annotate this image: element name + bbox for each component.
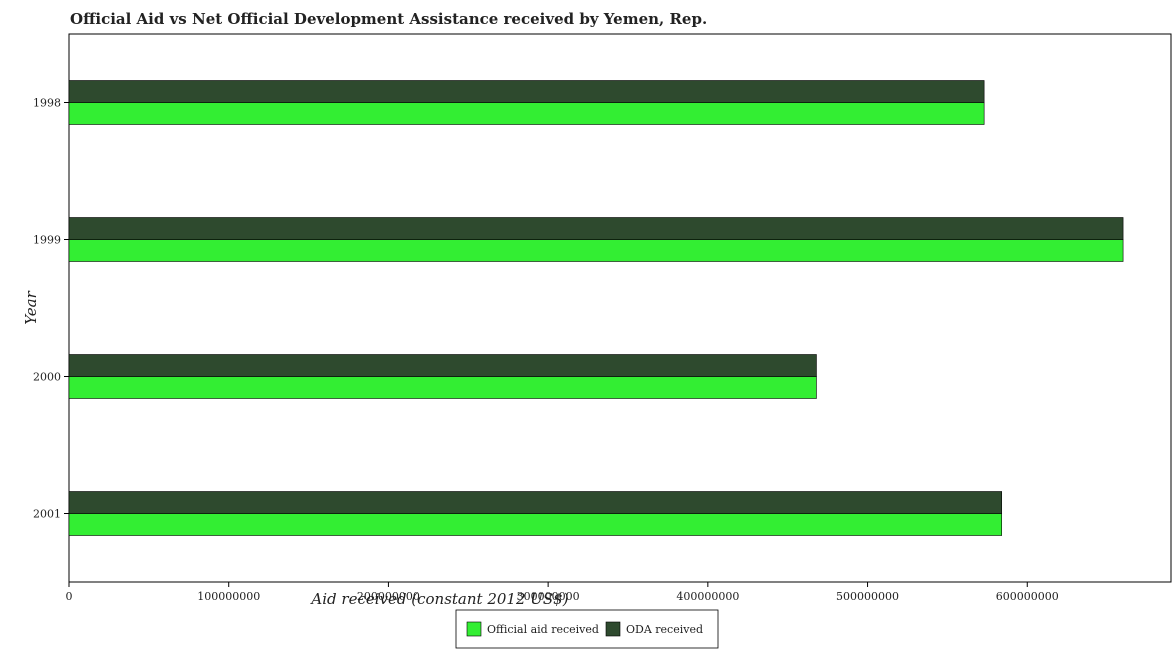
x-tick-label: 400000000 xyxy=(676,590,739,603)
bar-oda-1999 xyxy=(68,217,1124,240)
y-tick-label: 2001 xyxy=(33,508,61,521)
x-tick-label: 500000000 xyxy=(836,590,899,603)
bar-oda-2001 xyxy=(68,491,1003,514)
y-tick-label: 1998 xyxy=(33,97,61,110)
x-axis-label: Aid received (constant 2012 US$) xyxy=(309,590,568,608)
bar-official-aid-2000 xyxy=(68,376,817,399)
y-tick-label: 2000 xyxy=(33,371,61,384)
x-tick-label: 0 xyxy=(66,590,73,603)
bar-official-aid-1999 xyxy=(68,239,1124,262)
x-tick-label: 100000000 xyxy=(197,590,260,603)
bar-oda-1998 xyxy=(68,80,985,103)
legend-swatch-official-aid xyxy=(466,621,482,637)
legend-label-official-aid: Official aid received xyxy=(487,623,599,636)
legend-box xyxy=(455,609,719,649)
legend-label-oda: ODA received xyxy=(626,623,703,636)
y-axis-label: Year xyxy=(22,290,40,324)
chart-title: Official Aid vs Net Official Development… xyxy=(70,10,707,28)
plot-area: 0 100000000 200000000 300000000 400000000 500… xyxy=(33,33,1172,603)
legend: Official aid received ODA received xyxy=(455,609,719,649)
y-tick-label: 1999 xyxy=(33,234,61,247)
legend-swatch-oda xyxy=(605,621,621,637)
bar-official-aid-1998 xyxy=(68,102,985,125)
x-tick-label: 300000000 xyxy=(517,590,580,603)
plot-frame xyxy=(68,33,1172,583)
x-tick-label: 200000000 xyxy=(357,590,420,603)
bar-official-aid-2001 xyxy=(68,513,1003,536)
x-axis: 0 100000000 200000000 300000000 400000000 500… xyxy=(66,582,1059,603)
y-axis: 1998 1999 2000 2001 xyxy=(33,97,69,521)
bar-oda-2000 xyxy=(68,354,817,377)
x-tick-label: 600000000 xyxy=(996,590,1059,603)
bars xyxy=(68,80,1124,536)
